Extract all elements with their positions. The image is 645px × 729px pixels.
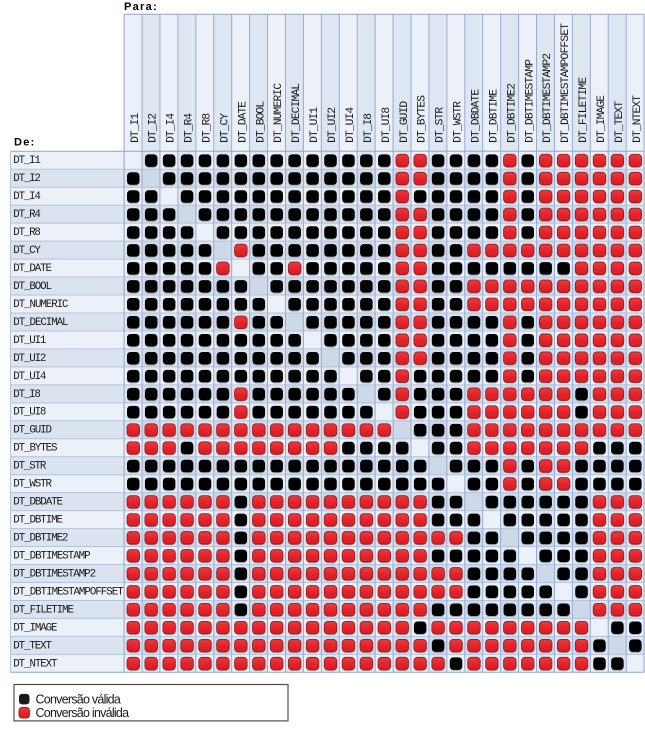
svg-text:DT_I8: DT_I8 (363, 113, 375, 143)
svg-text:DT_DBDATE: DT_DBDATE (13, 497, 63, 509)
svg-text:DT_DBTIME: DT_DBTIME (488, 89, 500, 143)
svg-text:De:: De: (14, 136, 36, 148)
svg-text:DT_I1: DT_I1 (130, 113, 142, 143)
svg-text:DT_WSTR: DT_WSTR (453, 101, 465, 143)
svg-text:DT_UI1: DT_UI1 (13, 335, 46, 347)
svg-text:DT_FILETIME: DT_FILETIME (13, 604, 74, 616)
svg-text:DT_UI2: DT_UI2 (327, 107, 339, 143)
svg-text:DT_DECIMAL: DT_DECIMAL (13, 317, 68, 329)
svg-text:DT_NTEXT: DT_NTEXT (632, 95, 644, 143)
svg-text:DT_IMAGE: DT_IMAGE (596, 95, 608, 143)
svg-text:DT_BYTES: DT_BYTES (13, 443, 57, 455)
svg-text:DT_DBTIMESTAMP2: DT_DBTIMESTAMP2 (13, 568, 96, 580)
svg-text:DT_BOOL: DT_BOOL (13, 281, 52, 293)
svg-text:DT_I8: DT_I8 (13, 389, 41, 401)
svg-text:DT_IMAGE: DT_IMAGE (13, 622, 57, 634)
svg-text:DT_DBTIMESTAMP: DT_DBTIMESTAMP (13, 550, 90, 562)
svg-text:DT_I4: DT_I4 (166, 113, 178, 143)
svg-text:Conversão inválida: Conversão inválida (36, 706, 130, 720)
svg-text:DT_UI4: DT_UI4 (13, 371, 46, 383)
svg-text:DT_UI4: DT_UI4 (345, 107, 357, 143)
svg-text:DT_NUMERIC: DT_NUMERIC (13, 299, 69, 311)
svg-text:DT_TEXT: DT_TEXT (614, 101, 626, 143)
svg-text:DT_GUID: DT_GUID (13, 425, 52, 437)
svg-text:Conversão válida: Conversão válida (36, 692, 121, 706)
svg-text:DT_I2: DT_I2 (148, 113, 160, 143)
svg-text:DT_FILETIME: DT_FILETIME (578, 77, 590, 143)
svg-text:DT_STR: DT_STR (13, 461, 47, 473)
svg-text:DT_TEXT: DT_TEXT (13, 640, 52, 652)
svg-text:DT_DBDATE: DT_DBDATE (470, 89, 482, 143)
svg-text:DT_DATE: DT_DATE (237, 101, 249, 143)
svg-text:DT_DATE: DT_DATE (13, 263, 52, 275)
svg-text:Para:: Para: (124, 1, 158, 13)
svg-text:DT_GUID: DT_GUID (399, 101, 411, 143)
svg-text:DT_R4: DT_R4 (13, 209, 41, 221)
svg-text:DT_UI1: DT_UI1 (309, 107, 321, 143)
svg-text:DT_R8: DT_R8 (13, 227, 41, 239)
svg-text:DT_DBTIMESTAMPOFFSET: DT_DBTIMESTAMPOFFSET (560, 23, 572, 143)
svg-text:DT_STR: DT_STR (435, 107, 447, 143)
svg-text:DT_DBTIME2: DT_DBTIME2 (506, 83, 518, 143)
svg-text:DT_DBTIMESTAMPOFFSET: DT_DBTIMESTAMPOFFSET (13, 586, 124, 598)
svg-text:DT_DBTIMESTAMP2: DT_DBTIMESTAMP2 (542, 53, 554, 143)
svg-text:DT_R4: DT_R4 (184, 113, 196, 143)
svg-text:DT_R8: DT_R8 (202, 113, 214, 143)
svg-text:DT_CY: DT_CY (13, 245, 41, 257)
svg-text:DT_NUMERIC: DT_NUMERIC (273, 83, 285, 143)
svg-text:DT_DECIMAL: DT_DECIMAL (291, 83, 303, 143)
svg-text:DT_UI8: DT_UI8 (381, 107, 393, 143)
svg-text:DT_UI2: DT_UI2 (13, 353, 46, 365)
svg-text:DT_DBTIMESTAMP: DT_DBTIMESTAMP (524, 59, 536, 143)
svg-text:DT_DBTIME: DT_DBTIME (13, 515, 63, 527)
svg-text:DT_CY: DT_CY (219, 113, 231, 143)
svg-text:DT_I4: DT_I4 (13, 191, 41, 203)
svg-text:DT_UI8: DT_UI8 (13, 407, 46, 419)
svg-text:DT_BOOL: DT_BOOL (255, 101, 267, 143)
svg-text:DT_BYTES: DT_BYTES (417, 95, 429, 143)
svg-text:DT_NTEXT: DT_NTEXT (13, 658, 58, 670)
svg-text:DT_WSTR: DT_WSTR (13, 479, 52, 491)
svg-text:DT_I2: DT_I2 (13, 173, 41, 185)
svg-text:DT_I1: DT_I1 (13, 155, 41, 167)
svg-text:DT_DBTIME2: DT_DBTIME2 (13, 532, 68, 544)
